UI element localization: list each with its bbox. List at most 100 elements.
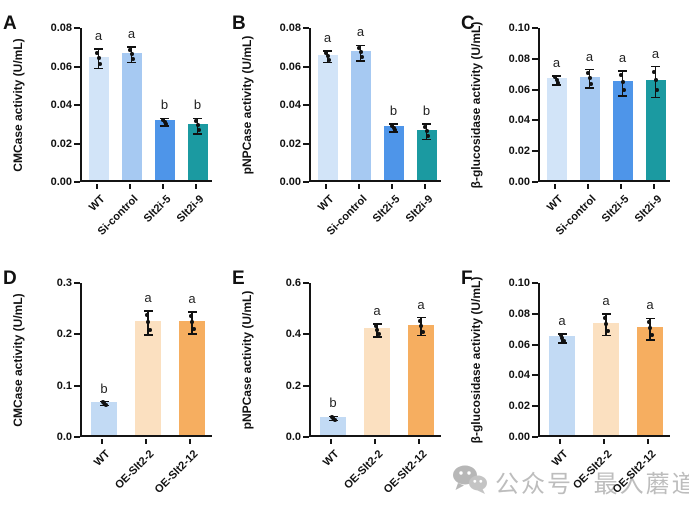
plot-area: a a a [538, 283, 670, 437]
data-point [560, 335, 564, 340]
data-point [648, 326, 652, 331]
y-tick-label: 0.08 [508, 52, 530, 65]
y-axis-tick [532, 57, 538, 60]
x-axis-tick [95, 184, 98, 189]
y-axis-tick [303, 142, 309, 145]
y-axis-tick [74, 142, 80, 145]
y-axis-tick [303, 65, 309, 68]
data-point [103, 402, 108, 407]
y-tick-label: 0.08 [279, 22, 301, 34]
y-axis-tick [303, 104, 309, 106]
data-point [358, 50, 363, 55]
data-point [95, 50, 99, 55]
bar [121, 52, 142, 180]
y-tick-label: 0.10 [508, 277, 530, 289]
bar [546, 78, 567, 180]
watermark-label: 公众号 [495, 471, 573, 498]
bar [364, 328, 390, 435]
y-axis-title: β-glucosidase activity (U/mL) [469, 276, 483, 444]
watermark-account: 最入蘑道 [593, 471, 689, 498]
data-point [376, 332, 381, 336]
error-bar-cap-bottom [557, 342, 567, 344]
bar [645, 79, 666, 180]
error-bar-cap-top [323, 50, 332, 52]
error-bar-cap-bottom [645, 339, 655, 341]
x-axis-tick [330, 439, 332, 444]
significance-letter: a [646, 297, 654, 313]
bar [88, 56, 109, 180]
y-tick-label: 0.04 [50, 99, 72, 111]
data-point [96, 55, 101, 60]
x-axis-tick [128, 184, 131, 189]
panel-letter: A [3, 13, 17, 34]
data-point [424, 129, 429, 134]
error-bar-cap-top [651, 65, 660, 68]
bar [408, 324, 434, 435]
significance-letter: b [160, 97, 169, 113]
y-axis-tick [532, 405, 538, 408]
significance-letter: a [127, 26, 136, 42]
data-point [188, 314, 193, 319]
panel-letter: B [232, 13, 246, 34]
panel-letter: C [461, 13, 475, 34]
error-bar-cap-bottom [389, 131, 398, 133]
error-bar-cap-bottom [651, 96, 660, 99]
data-point [620, 80, 625, 85]
y-axis-title: CMCase activity (U/mL) [11, 38, 25, 172]
data-point [360, 55, 364, 60]
significance-letter: b [422, 103, 431, 119]
data-point [162, 119, 167, 124]
bar [179, 321, 205, 435]
bar [612, 81, 633, 180]
significance-letter: a [188, 291, 196, 307]
bar [383, 126, 404, 180]
y-axis-tick [532, 150, 538, 153]
significance-letter: b [329, 395, 337, 411]
figure-row-bottom: D CMCase activity (U/mL) b a a 0.0 0.1 0.2 0.3 WT… [0, 257, 689, 507]
y-tick-label: 0.00 [508, 176, 530, 188]
significance-letter: a [558, 312, 566, 328]
y-axis-tick [303, 27, 309, 29]
x-axis-tick [652, 184, 655, 189]
error-bar-cap-bottom [585, 87, 594, 89]
data-point [589, 81, 593, 86]
data-point [128, 47, 132, 52]
y-tick-label: 0.06 [508, 338, 530, 351]
data-point [327, 58, 331, 63]
error-bar-cap-top [422, 123, 431, 126]
y-axis-tick [532, 88, 538, 91]
y-tick-label: 0.06 [508, 83, 530, 96]
error-bar-cap-bottom [552, 84, 561, 86]
y-axis-title: CMCase activity (U/mL) [11, 293, 25, 427]
y-axis-tick [74, 436, 80, 438]
bar [637, 327, 663, 435]
y-axis-tick [532, 436, 538, 438]
y-tick-label: 0.08 [50, 22, 72, 34]
panel-a: A CMCase activity (U/mL) a a b b 0.00 0.02 0.04 0… [0, 2, 229, 252]
x-axis-tick [374, 439, 376, 444]
error-bar-cap-bottom [127, 61, 136, 64]
y-axis-title: pNPCase activity (U/mL) [240, 35, 254, 175]
data-point [646, 320, 651, 325]
y-axis-tick [532, 282, 538, 284]
data-point [129, 52, 134, 57]
data-point [331, 416, 335, 421]
bar [593, 322, 619, 435]
data-point [417, 318, 422, 323]
data-point [357, 46, 361, 51]
error-bar-cap-bottom [372, 336, 382, 338]
y-axis-tick [532, 374, 538, 377]
data-point [420, 329, 425, 334]
x-axis-tick [423, 184, 426, 189]
bar [135, 321, 161, 435]
bar [549, 336, 575, 435]
data-point [649, 333, 654, 338]
y-tick-label: 0.02 [50, 137, 72, 150]
y-tick-label: 0.00 [279, 176, 301, 188]
y-tick-label: 0.3 [56, 277, 72, 289]
data-point [423, 124, 427, 129]
